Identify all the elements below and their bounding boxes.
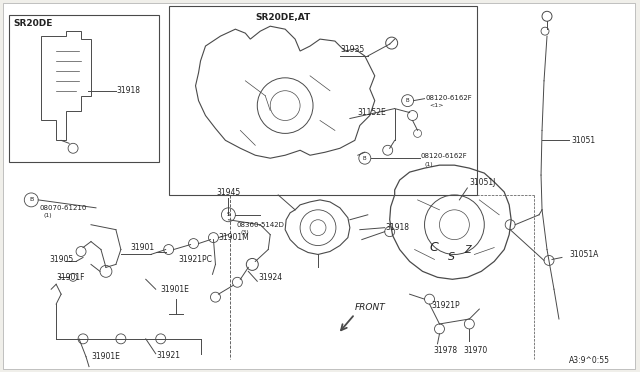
Text: <1>: <1>: [429, 103, 444, 108]
Text: 08120-6162F: 08120-6162F: [426, 94, 472, 101]
Text: 31918: 31918: [117, 86, 141, 95]
Text: 31901M: 31901M: [218, 233, 249, 242]
Text: 31935: 31935: [340, 45, 364, 54]
Text: B: B: [406, 98, 410, 103]
Text: 31152E: 31152E: [358, 108, 387, 117]
Text: 31970: 31970: [463, 346, 488, 355]
Text: 31921: 31921: [157, 351, 180, 360]
Text: 08360-5142D: 08360-5142D: [236, 222, 284, 228]
Text: B: B: [29, 198, 33, 202]
FancyBboxPatch shape: [10, 15, 159, 162]
FancyBboxPatch shape: [3, 3, 635, 369]
Text: (1): (1): [424, 162, 433, 167]
Text: C: C: [429, 241, 438, 254]
Text: FRONT: FRONT: [355, 302, 385, 312]
Text: 31051J: 31051J: [469, 177, 496, 186]
Text: 31051A: 31051A: [569, 250, 598, 259]
Text: 31905: 31905: [49, 255, 74, 264]
Text: B: B: [363, 156, 367, 161]
Text: SR20DE,AT: SR20DE,AT: [255, 13, 310, 22]
Text: 08120-6162F: 08120-6162F: [420, 153, 467, 159]
Text: S: S: [227, 212, 230, 217]
Text: 31921PC: 31921PC: [179, 255, 212, 264]
Text: 31921P: 31921P: [431, 301, 460, 310]
Text: 31901E: 31901E: [91, 352, 120, 361]
Text: A3:9^0:55: A3:9^0:55: [569, 356, 610, 365]
Text: 31924: 31924: [259, 273, 282, 282]
Text: 31901E: 31901E: [161, 285, 189, 294]
Text: S: S: [447, 253, 454, 263]
FancyBboxPatch shape: [169, 6, 477, 195]
Text: 31051: 31051: [571, 136, 595, 145]
Text: 08070-61210: 08070-61210: [39, 205, 86, 211]
Text: (3): (3): [241, 230, 249, 235]
Text: 31945: 31945: [216, 189, 241, 198]
Text: 31901F: 31901F: [56, 273, 84, 282]
Text: SR20DE: SR20DE: [13, 19, 52, 28]
Text: (1): (1): [44, 213, 52, 218]
Text: 31918: 31918: [386, 223, 410, 232]
Text: 31978: 31978: [433, 346, 458, 355]
Text: 31901: 31901: [131, 243, 155, 252]
Text: Z: Z: [465, 244, 471, 254]
